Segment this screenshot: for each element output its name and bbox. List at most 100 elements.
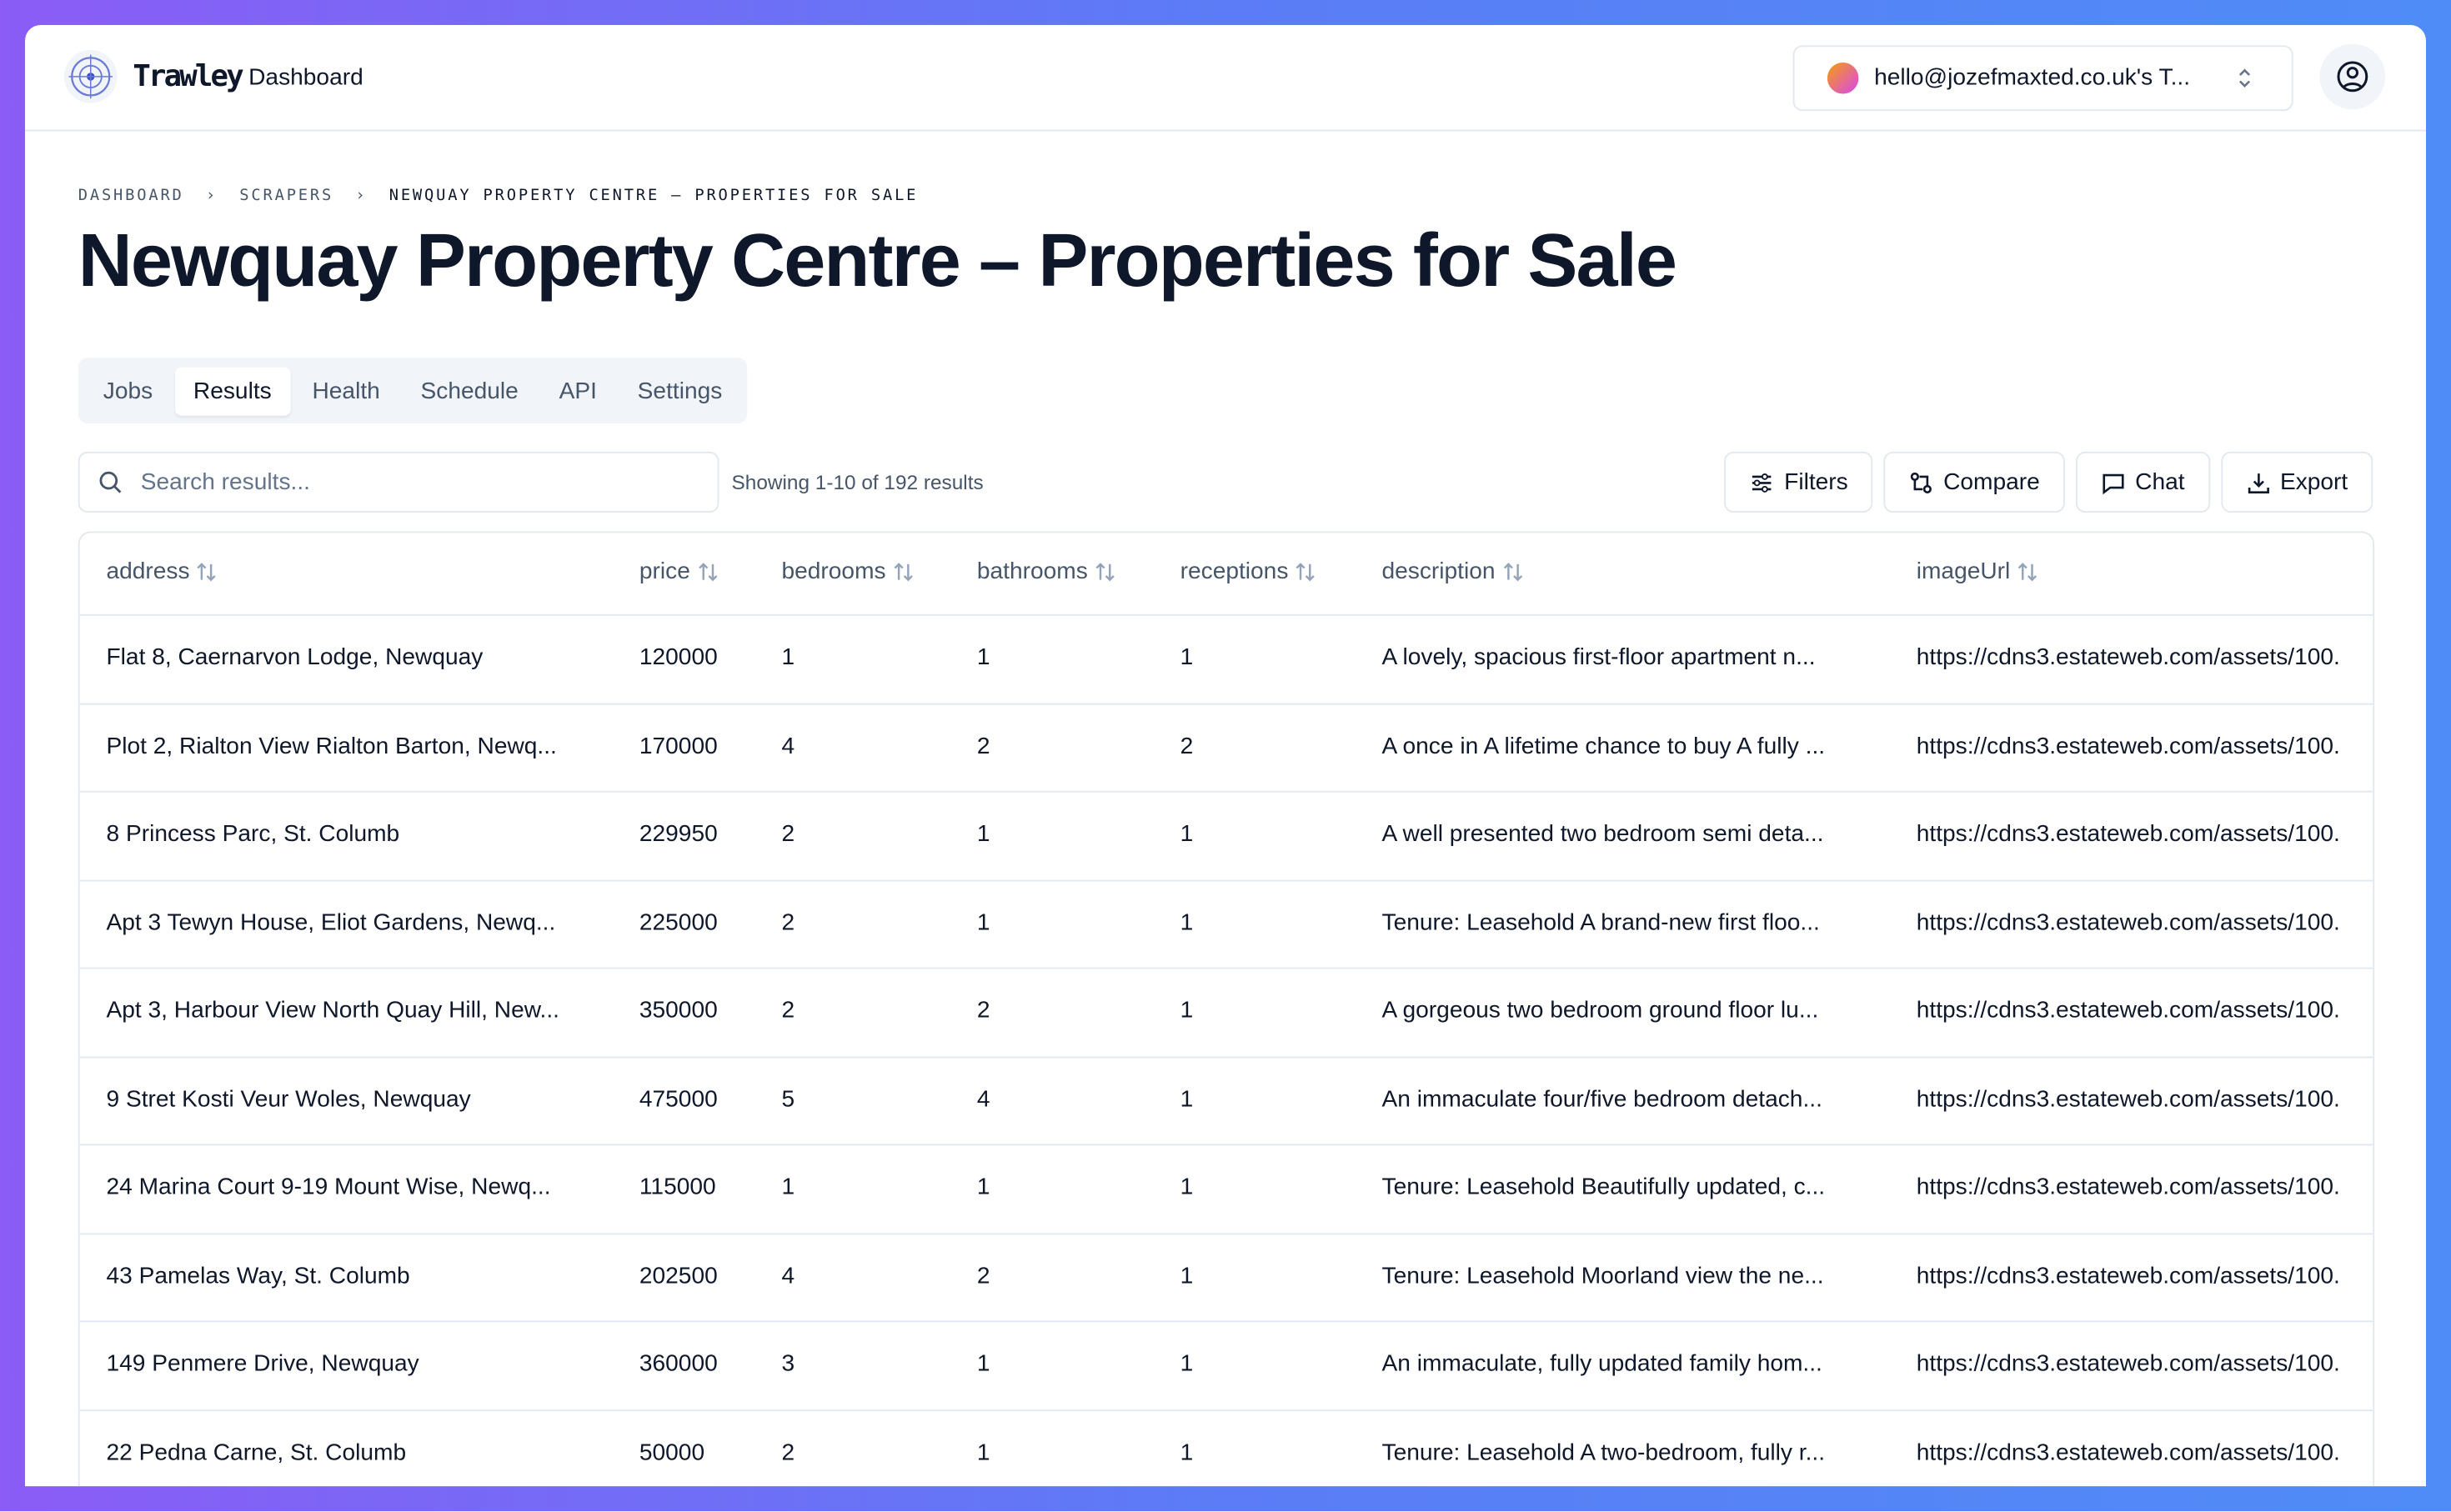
toolbar-button[interactable]: Chat — [2075, 451, 2210, 513]
sort-icon — [1296, 562, 1316, 581]
breadcrumb: Dashboard › Scrapers › Newquay Property Ce… — [78, 188, 919, 205]
table-cell: 225000 — [639, 909, 718, 936]
table-cell: 1 — [781, 643, 795, 671]
table-cell: https://cdns3.estateweb.com/assets/100. — [1916, 997, 2340, 1024]
row-divider — [79, 967, 2373, 969]
table-cell: 360000 — [639, 1350, 718, 1377]
column-label: description — [1381, 558, 1496, 585]
tab[interactable]: Results — [174, 366, 291, 415]
crumb: Newquay Property Centre – Properties for… — [388, 188, 919, 205]
tab[interactable]: Health — [312, 377, 380, 404]
table-cell: 1 — [1180, 1262, 1194, 1289]
account-name: hello@jozefmaxted.co.uk's T... — [1874, 63, 2191, 91]
sort-icon — [1095, 562, 1115, 581]
table-cell: A well presented two bedroom semi deta..… — [1381, 820, 1824, 848]
table-cell: https://cdns3.estateweb.com/assets/100. — [1916, 643, 2340, 671]
table-cell: 2 — [781, 909, 795, 936]
table-cell: An immaculate four/five bedroom detach..… — [1381, 1085, 1822, 1113]
table-cell: 4 — [781, 1262, 795, 1289]
crumb[interactable]: Dashboard — [78, 188, 184, 205]
column-header[interactable]: bathrooms — [977, 558, 1116, 584]
column-header[interactable]: imageUrl — [1917, 558, 2038, 584]
table-cell: 8 Princess Parc, St. Columb — [106, 820, 400, 848]
search-input[interactable]: Search results... — [78, 451, 719, 513]
button-label: Chat — [2135, 468, 2185, 496]
tab[interactable]: Settings — [637, 377, 723, 404]
column-header[interactable]: bedrooms — [782, 558, 915, 584]
table-cell: Tenure: Leasehold A brand-new first floo… — [1381, 909, 1820, 936]
table-cell: 5 — [781, 1085, 795, 1113]
result-count: Showing 1-10 of 192 results — [731, 470, 984, 494]
table-cell: 170000 — [639, 732, 718, 759]
table-cell: 1 — [1180, 1174, 1194, 1200]
tab[interactable]: Jobs — [103, 377, 153, 404]
account-switcher[interactable]: hello@jozefmaxted.co.uk's T... — [1792, 45, 2293, 112]
chevron — [2238, 68, 2251, 88]
tabs: Jobs Results Health Schedule API Settings — [78, 358, 748, 424]
table-cell: 43 Pamelas Way, St. Columb — [106, 1262, 410, 1289]
button-icon — [2103, 473, 2124, 494]
table-cell: 1 — [976, 643, 990, 671]
avatar — [1827, 63, 1859, 94]
table-cell: https://cdns3.estateweb.com/assets/100. — [1916, 732, 2340, 759]
table-cell: 1 — [1180, 1085, 1194, 1113]
column-label: bathrooms — [976, 558, 1088, 585]
row-divider — [79, 1144, 2373, 1146]
table-cell: 4 — [781, 732, 795, 759]
sort-icon — [698, 562, 717, 581]
table-cell: 1 — [1180, 643, 1194, 671]
table-cell: A once in A lifetime chance to buy A ful… — [1381, 732, 1826, 759]
column-header[interactable]: address — [107, 558, 218, 584]
toolbar-button[interactable]: Export — [2220, 451, 2373, 513]
table-cell: Tenure: Leasehold A two-bedroom, fully r… — [1381, 1438, 1826, 1465]
button-label: Export — [2279, 468, 2348, 496]
table-cell: 2 — [1180, 732, 1194, 759]
tab[interactable]: Schedule — [420, 377, 519, 404]
table-cell: 1 — [1180, 997, 1194, 1024]
user-menu[interactable] — [2319, 43, 2386, 110]
table-cell: 1 — [976, 1350, 990, 1377]
table-cell: 120000 — [639, 643, 718, 671]
table-cell: https://cdns3.estateweb.com/assets/100. — [1916, 820, 2340, 848]
table-cell: 4 — [976, 1085, 990, 1113]
nav-link[interactable]: Dashboard — [248, 63, 363, 91]
brand[interactable]: Trawley — [133, 59, 243, 94]
tab[interactable]: API — [559, 377, 597, 404]
table-cell: 1 — [976, 820, 990, 848]
row-divider — [79, 1320, 2373, 1323]
toolbar-button[interactable]: Filters — [1724, 451, 1873, 513]
column-label: receptions — [1180, 558, 1289, 585]
table-cell: 2 — [781, 820, 795, 848]
crumb[interactable]: Scrapers — [239, 188, 334, 205]
table-cell: https://cdns3.estateweb.com/assets/100. — [1916, 1438, 2340, 1465]
row-divider — [79, 1055, 2373, 1058]
separator: › — [205, 188, 218, 205]
button-icon — [1752, 473, 1772, 492]
sort-icon — [198, 562, 217, 581]
table-cell: 2 — [976, 997, 990, 1024]
row-divider — [79, 702, 2373, 704]
table-cell: 475000 — [639, 1085, 718, 1113]
table-cell: 22 Pedna Carne, St. Columb — [106, 1438, 407, 1465]
column-header[interactable]: price — [639, 558, 719, 584]
sort-icon — [894, 562, 913, 581]
table-cell: 115000 — [639, 1174, 716, 1200]
table-cell: 1 — [1180, 820, 1194, 848]
row-divider — [79, 1409, 2373, 1411]
table-cell: 149 Penmere Drive, Newquay — [106, 1350, 419, 1377]
button-icon — [1911, 471, 1932, 493]
button-icon — [2248, 473, 2269, 493]
column-header[interactable]: receptions — [1180, 558, 1317, 584]
separator: › — [355, 188, 368, 205]
column-header[interactable]: description — [1382, 558, 1524, 584]
sort-icon — [1502, 562, 1522, 581]
table-cell: https://cdns3.estateweb.com/assets/100. — [1916, 1085, 2340, 1113]
logo — [63, 50, 118, 103]
row-divider — [79, 613, 2373, 616]
table-cell: 1 — [976, 1438, 990, 1465]
table-cell: Apt 3, Harbour View North Quay Hill, New… — [106, 997, 559, 1024]
table-cell: A gorgeous two bedroom ground floor lu..… — [1381, 997, 1819, 1024]
table-cell: https://cdns3.estateweb.com/assets/100. — [1916, 1350, 2340, 1377]
toolbar-button[interactable]: Compare — [1883, 451, 2065, 513]
